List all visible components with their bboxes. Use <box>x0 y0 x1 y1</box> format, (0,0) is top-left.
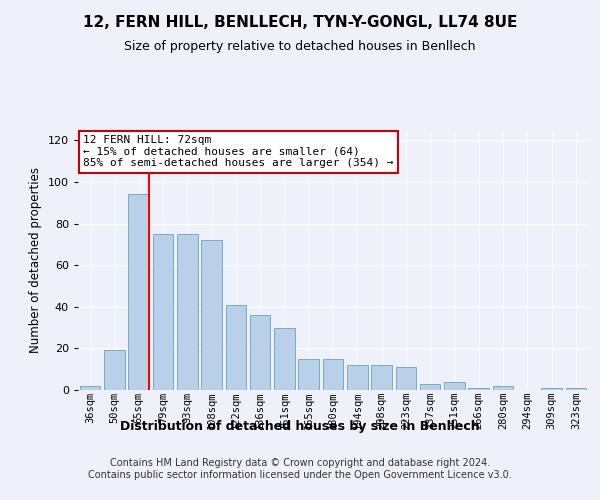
Bar <box>201 240 222 390</box>
Bar <box>298 359 319 390</box>
Bar <box>444 382 465 390</box>
Bar <box>226 304 246 390</box>
Text: 12, FERN HILL, BENLLECH, TYN-Y-GONGL, LL74 8UE: 12, FERN HILL, BENLLECH, TYN-Y-GONGL, LL… <box>83 15 517 30</box>
Bar <box>274 328 295 390</box>
Text: 12 FERN HILL: 72sqm
← 15% of detached houses are smaller (64)
85% of semi-detach: 12 FERN HILL: 72sqm ← 15% of detached ho… <box>83 135 394 168</box>
Bar <box>420 384 440 390</box>
Bar <box>177 234 197 390</box>
Text: Distribution of detached houses by size in Benllech: Distribution of detached houses by size … <box>120 420 480 433</box>
Bar <box>80 386 100 390</box>
Bar <box>323 359 343 390</box>
Bar <box>250 315 271 390</box>
Bar <box>493 386 514 390</box>
Bar <box>541 388 562 390</box>
Bar <box>152 234 173 390</box>
Bar <box>128 194 149 390</box>
Text: Size of property relative to detached houses in Benllech: Size of property relative to detached ho… <box>124 40 476 53</box>
Y-axis label: Number of detached properties: Number of detached properties <box>29 167 42 353</box>
Bar <box>469 388 489 390</box>
Bar <box>566 388 586 390</box>
Bar <box>371 365 392 390</box>
Bar <box>104 350 125 390</box>
Bar <box>347 365 368 390</box>
Bar <box>395 367 416 390</box>
Text: Contains HM Land Registry data © Crown copyright and database right 2024.
Contai: Contains HM Land Registry data © Crown c… <box>88 458 512 480</box>
